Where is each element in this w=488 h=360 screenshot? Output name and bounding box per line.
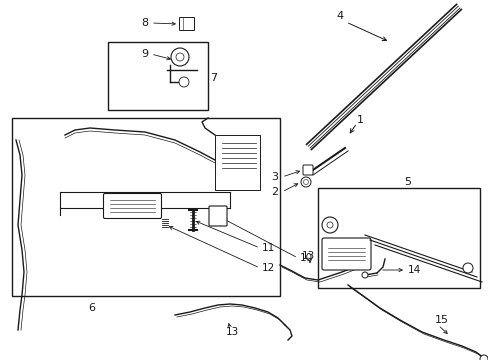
Text: 13: 13: [301, 251, 314, 261]
FancyBboxPatch shape: [321, 238, 370, 270]
Text: 7: 7: [209, 73, 217, 83]
Circle shape: [171, 48, 189, 66]
Text: 11: 11: [262, 243, 275, 253]
Bar: [108, 42, 207, 110]
Circle shape: [301, 177, 310, 187]
FancyBboxPatch shape: [208, 206, 226, 226]
Text: 1: 1: [356, 115, 363, 125]
Text: 8: 8: [141, 18, 148, 28]
Circle shape: [321, 217, 337, 233]
Circle shape: [176, 53, 183, 61]
Circle shape: [326, 222, 332, 228]
Text: 5: 5: [404, 177, 411, 187]
Bar: [12, 118, 280, 296]
Text: 2: 2: [270, 187, 278, 197]
Text: 14: 14: [407, 265, 420, 275]
FancyBboxPatch shape: [103, 194, 161, 219]
Circle shape: [479, 355, 487, 360]
Text: 13: 13: [225, 327, 238, 337]
Text: 15: 15: [434, 315, 448, 325]
Circle shape: [303, 180, 308, 185]
Text: 6: 6: [88, 303, 95, 313]
Text: 10: 10: [299, 253, 312, 263]
Text: 12: 12: [262, 263, 275, 273]
Text: 9: 9: [141, 49, 148, 59]
Text: 4: 4: [336, 11, 343, 21]
FancyBboxPatch shape: [303, 165, 312, 175]
Circle shape: [179, 77, 189, 87]
Bar: [215, 135, 260, 190]
Circle shape: [361, 272, 367, 278]
Bar: [317, 188, 479, 288]
Circle shape: [462, 263, 472, 273]
FancyBboxPatch shape: [179, 18, 194, 31]
Text: 3: 3: [270, 172, 278, 182]
